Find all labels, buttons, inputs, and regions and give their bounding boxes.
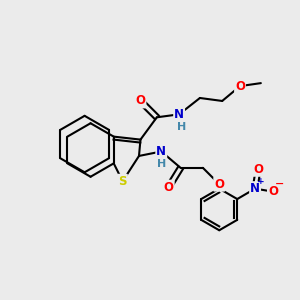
Text: O: O (164, 181, 174, 194)
Text: −: − (275, 179, 284, 189)
Text: O: O (268, 185, 278, 198)
Text: H: H (157, 159, 166, 169)
Text: O: O (253, 163, 263, 176)
Text: O: O (214, 178, 224, 191)
Text: N: N (174, 108, 184, 121)
Text: O: O (235, 80, 245, 93)
Text: H: H (178, 122, 187, 132)
Text: N: N (156, 145, 166, 158)
Text: N: N (250, 182, 260, 195)
Text: +: + (256, 177, 264, 186)
Text: S: S (118, 175, 127, 188)
Text: O: O (136, 94, 146, 107)
